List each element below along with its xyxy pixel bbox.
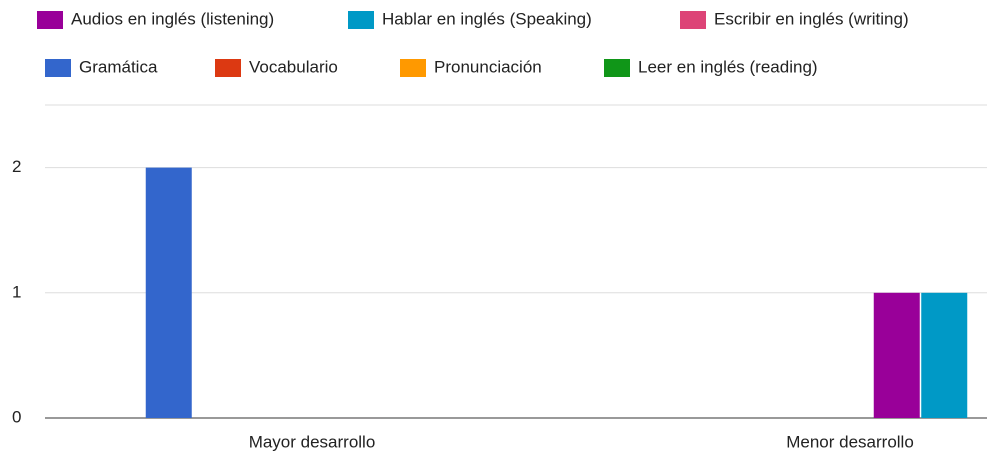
legend-label: Leer en inglés (reading) (638, 57, 818, 76)
legend-swatch (348, 11, 374, 29)
legend-label: Audios en inglés (listening) (71, 9, 274, 28)
bar (873, 292, 920, 418)
x-tick-label: Mayor desarrollo (249, 432, 376, 451)
legend-label: Hablar en inglés (Speaking) (382, 9, 592, 28)
bar (145, 167, 192, 418)
bar (921, 292, 968, 418)
legend-label: Vocabulario (249, 57, 338, 76)
legend-swatch (45, 59, 71, 77)
legend-swatch (680, 11, 706, 29)
legend-swatch (37, 11, 63, 29)
legend-swatch (604, 59, 630, 77)
x-tick-label: Menor desarrollo (786, 432, 914, 451)
legend-label: Escribir en inglés (writing) (714, 9, 909, 28)
legend-swatch (400, 59, 426, 77)
legend-label: Pronunciación (434, 57, 542, 76)
y-tick-label: 2 (12, 157, 21, 176)
y-tick-label: 0 (12, 407, 21, 426)
legend-swatch (215, 59, 241, 77)
legend-label: Gramática (79, 57, 158, 76)
y-tick-label: 1 (12, 282, 21, 301)
